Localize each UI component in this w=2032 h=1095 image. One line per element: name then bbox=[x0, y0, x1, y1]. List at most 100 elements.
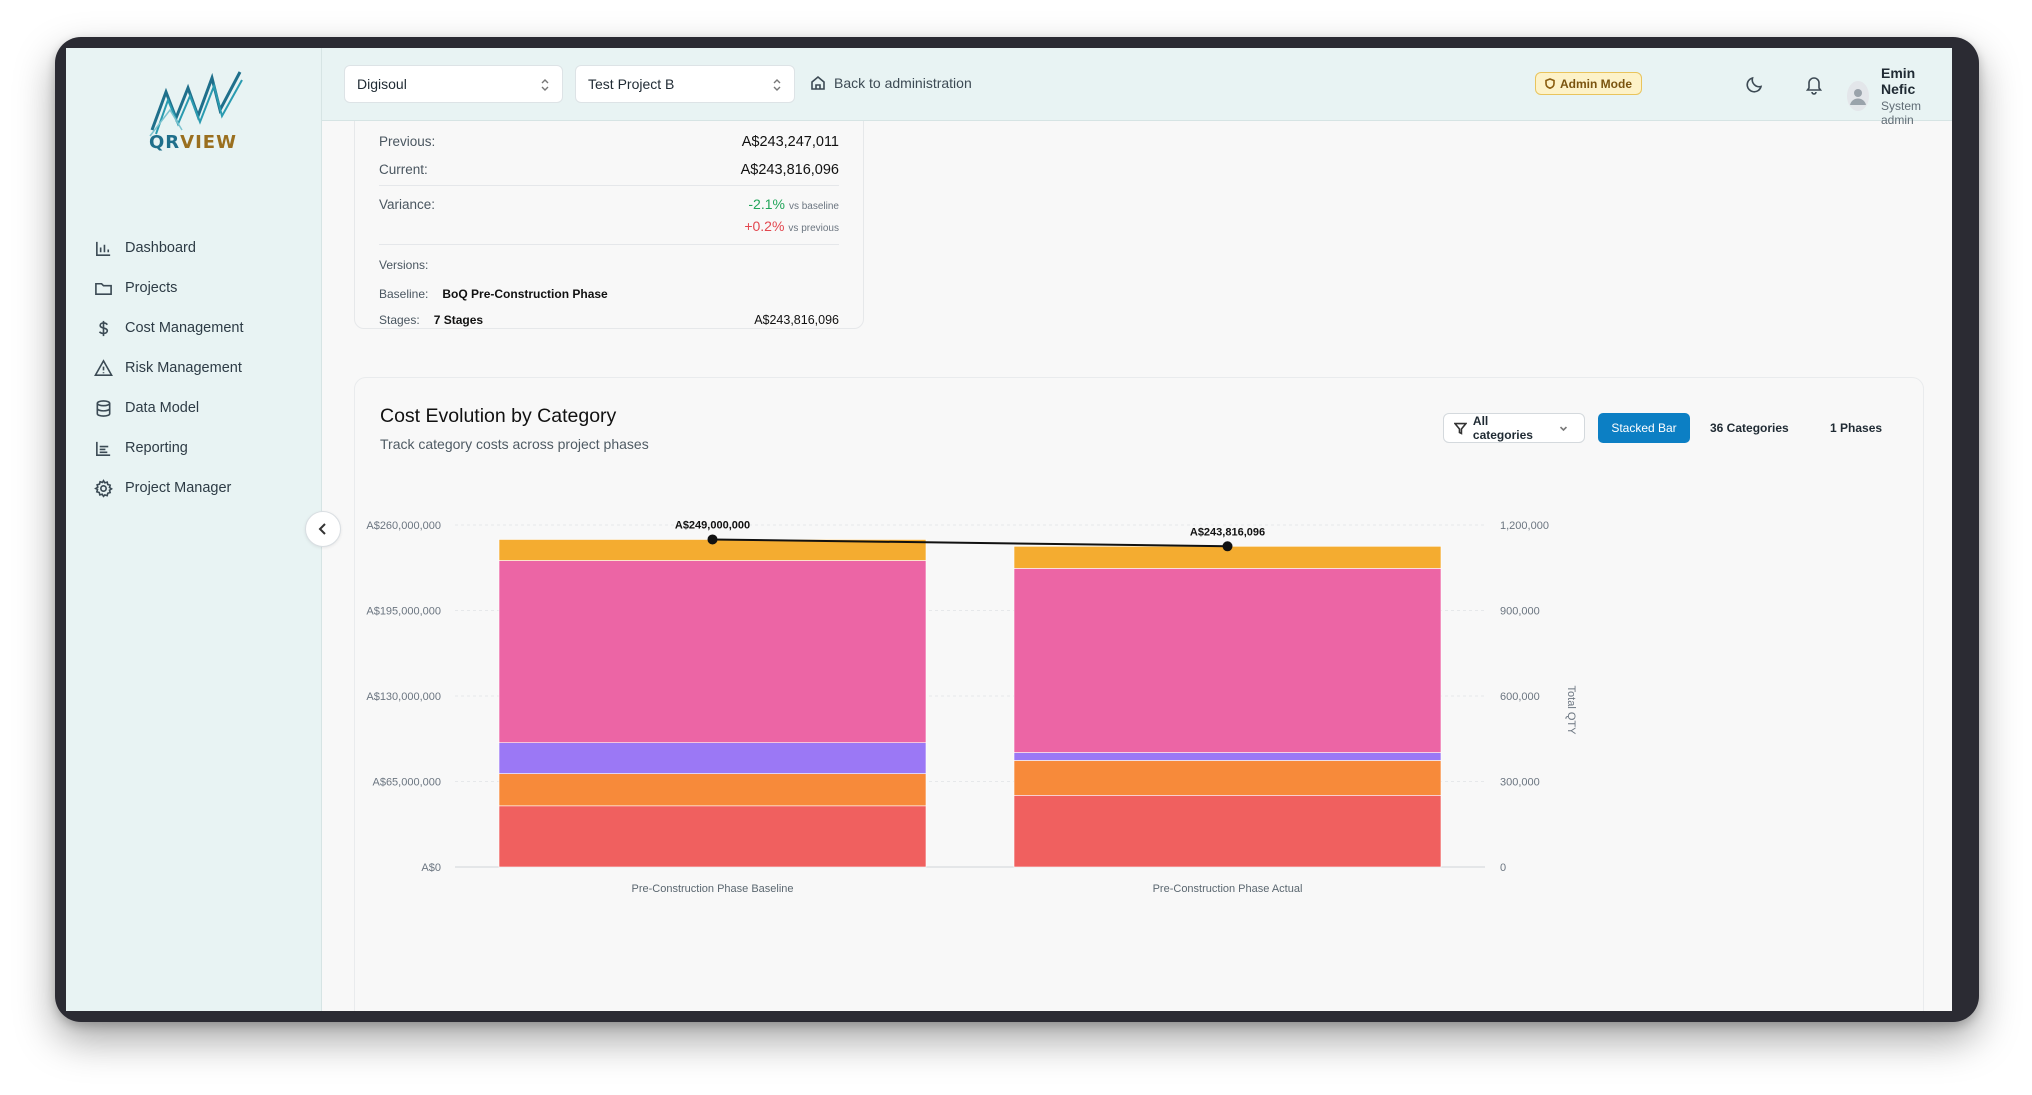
divider bbox=[379, 244, 839, 245]
variance-baseline: -2.1% bbox=[748, 196, 785, 212]
top-bar: Digisoul Test Project B Back to administ… bbox=[322, 48, 1952, 127]
bar-segment bbox=[1013, 752, 1442, 761]
bar-segment bbox=[498, 742, 927, 774]
y-left-tick-label: A$130,000,000 bbox=[366, 691, 441, 703]
sidebar-item-label: Projects bbox=[125, 280, 178, 296]
variance-label: Variance: bbox=[379, 197, 436, 212]
organization-select[interactable]: Digisoul bbox=[344, 65, 563, 103]
y-right-tick-label: 0 bbox=[1500, 862, 1506, 874]
previous-row: Previous: A$243,247,011 bbox=[379, 134, 839, 150]
previous-label: Previous: bbox=[379, 134, 436, 149]
sidebar-item-label: Project Manager bbox=[125, 480, 232, 496]
baseline-row: Baseline: BoQ Pre-Construction Phase bbox=[379, 285, 839, 303]
bar-chart-icon bbox=[96, 241, 111, 256]
categories-count-button[interactable]: 36 Categories bbox=[1710, 413, 1789, 443]
folder-icon bbox=[95, 282, 112, 295]
main-content: Previous: A$243,247,011 Current: A$243,8… bbox=[322, 121, 1952, 1011]
current-label: Current: bbox=[379, 162, 428, 177]
y-right-tick-label: 300,000 bbox=[1500, 777, 1540, 789]
chevron-up-down-icon bbox=[541, 79, 549, 91]
total-point bbox=[707, 534, 718, 545]
user-icon bbox=[1850, 89, 1866, 105]
total-line bbox=[712, 538, 1228, 548]
bell-icon bbox=[1805, 77, 1823, 95]
warning-icon bbox=[94, 358, 113, 376]
back-link-label: Back to administration bbox=[834, 75, 972, 91]
stages-row: Stages: 7 Stages A$243,816,096 bbox=[379, 311, 839, 329]
chart-total-line: A$249,000,000 A$243,816,096 bbox=[675, 519, 1265, 552]
project-select[interactable]: Test Project B bbox=[575, 65, 795, 103]
y-right-tick-label: 600,000 bbox=[1500, 691, 1540, 703]
chevron-up-down-icon bbox=[773, 79, 781, 91]
collapse-sidebar-button[interactable] bbox=[305, 511, 341, 547]
phases-count-label: 1 Phases bbox=[1830, 421, 1883, 435]
y-right-axis-label: Total QTY bbox=[1565, 686, 1577, 736]
bar-segment bbox=[498, 560, 927, 743]
versions-label: Versions: bbox=[379, 258, 429, 272]
bar-segment bbox=[1013, 795, 1442, 868]
qrview-logo bbox=[149, 71, 243, 137]
admin-mode-label: Admin Mode bbox=[1560, 76, 1632, 91]
variance-previous-note: vs previous bbox=[788, 223, 839, 234]
variance-row: Variance: -2.1% vs baseline +0.2% vs previ… bbox=[379, 196, 839, 236]
cost-evolution-chart: A$0 0 A$65,000,000 300,000 A$130,000,000 600,… bbox=[366, 519, 1577, 895]
y-left-tick-label: A$65,000,000 bbox=[372, 777, 441, 789]
shield-icon bbox=[1545, 78, 1555, 89]
chart-title: Cost Evolution by Category bbox=[380, 405, 617, 427]
category-filter-dropdown[interactable]: All categories bbox=[1443, 413, 1585, 443]
sidebar-item-projects[interactable]: Projects bbox=[94, 268, 243, 308]
y-right-tick-label: 1,200,000 bbox=[1500, 520, 1549, 532]
sidebar-item-data-model[interactable]: Data Model bbox=[94, 388, 243, 428]
bar-segment bbox=[498, 773, 927, 807]
sidebar-item-risk-management[interactable]: Risk Management bbox=[94, 348, 243, 388]
app-screen: QRVIEW Dashboard Projects Cost Managemen… bbox=[66, 48, 1952, 1011]
previous-value: A$243,247,011 bbox=[741, 134, 839, 150]
y-left-tick-label: A$195,000,000 bbox=[366, 606, 441, 618]
stages-label: Stages: bbox=[379, 313, 420, 327]
theme-toggle-button[interactable] bbox=[1744, 73, 1766, 95]
sidebar-item-dashboard[interactable]: Dashboard bbox=[94, 228, 243, 268]
logo-wordmark: QRVIEW bbox=[149, 132, 237, 153]
baseline-label: Baseline: bbox=[379, 287, 429, 301]
bar-segment bbox=[1013, 568, 1442, 753]
cost-summary-card: Previous: A$243,247,011 Current: A$243,8… bbox=[354, 121, 864, 329]
phases-count-button[interactable]: 1 Phases bbox=[1830, 413, 1882, 443]
organization-select-value: Digisoul bbox=[357, 76, 407, 92]
database-icon bbox=[96, 399, 111, 417]
sidebar-item-label: Risk Management bbox=[125, 360, 242, 376]
sidebar-item-project-manager[interactable]: Project Manager bbox=[94, 468, 243, 508]
stacked-bar-label: Stacked Bar bbox=[1611, 421, 1677, 435]
y-left-tick-label: A$0 bbox=[421, 862, 441, 874]
avatar bbox=[1847, 81, 1869, 111]
user-name: Emin Nefic bbox=[1881, 65, 1916, 97]
sidebar: QRVIEW Dashboard Projects Cost Managemen… bbox=[66, 48, 322, 1011]
x-tick-label: Pre-Construction Phase Actual bbox=[1153, 883, 1303, 895]
sidebar-item-cost-management[interactable]: Cost Management bbox=[94, 308, 243, 348]
bar-segment bbox=[1013, 760, 1442, 796]
user-menu[interactable]: Emin Nefic System admin bbox=[1847, 65, 1952, 127]
baseline-value: BoQ Pre-Construction Phase bbox=[442, 287, 608, 301]
current-row: Current: A$243,816,096 bbox=[379, 162, 839, 178]
filter-icon bbox=[1454, 422, 1467, 435]
bar-segment bbox=[498, 805, 927, 868]
total-data-label: A$243,816,096 bbox=[1190, 526, 1265, 538]
line-chart-icon bbox=[96, 441, 111, 456]
stacked-bar-button[interactable]: Stacked Bar bbox=[1598, 413, 1690, 443]
versions-row: Versions: bbox=[379, 258, 839, 272]
dollar-icon bbox=[98, 320, 109, 336]
x-tick-label: Pre-Construction Phase Baseline bbox=[631, 883, 793, 895]
gear-icon bbox=[94, 478, 113, 498]
variance-values: -2.1% vs baseline +0.2% vs previous bbox=[744, 196, 839, 236]
current-value: A$243,816,096 bbox=[740, 162, 839, 178]
admin-mode-badge: Admin Mode bbox=[1535, 72, 1642, 95]
back-to-administration-link[interactable]: Back to administration bbox=[810, 75, 972, 91]
user-role: System admin bbox=[1881, 99, 1922, 127]
total-data-label: A$249,000,000 bbox=[675, 519, 750, 531]
cost-evolution-card: Cost Evolution by Category Track categor… bbox=[354, 377, 1924, 1011]
sidebar-item-label: Cost Management bbox=[125, 320, 244, 336]
sidebar-item-reporting[interactable]: Reporting bbox=[94, 428, 243, 468]
chart-axes: A$0 0 A$65,000,000 300,000 A$130,000,000 600,… bbox=[366, 520, 1577, 895]
notifications-button[interactable] bbox=[1803, 73, 1825, 95]
chevron-down-icon bbox=[1559, 425, 1568, 431]
sidebar-nav: Dashboard Projects Cost Management Risk … bbox=[94, 228, 243, 508]
